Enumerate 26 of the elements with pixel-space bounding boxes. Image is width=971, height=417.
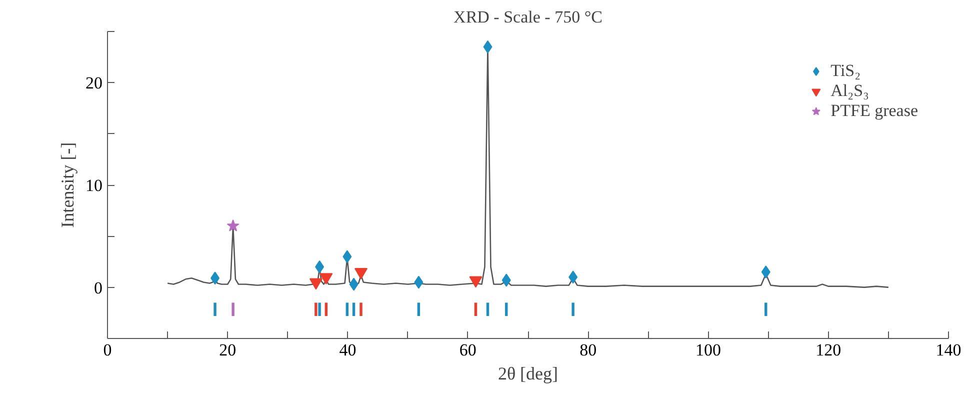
- legend-label: PTFE grease: [830, 101, 918, 121]
- point: [226, 219, 240, 232]
- point: [502, 274, 511, 287]
- y-tick-label: 0: [94, 278, 102, 298]
- legend-label: Al₂S₃: [830, 81, 869, 101]
- y-tick-label: 10: [86, 176, 102, 195]
- x-tick-label: 120: [816, 340, 842, 360]
- x-tick-label: 140: [936, 340, 962, 360]
- x-tick-label: 20: [219, 340, 236, 360]
- point: [342, 250, 352, 264]
- x-tick-label: 60: [459, 340, 476, 360]
- legend-label: TiS₂: [830, 61, 861, 81]
- point: [483, 40, 492, 54]
- y-axis-title: Intensity [-]: [58, 142, 78, 228]
- y-tick-label: 20: [86, 74, 102, 93]
- x-tick-label: 80: [580, 340, 597, 360]
- point: [349, 278, 358, 291]
- chart-title: XRD - Scale - 750 °C: [454, 8, 602, 26]
- point: [761, 265, 770, 278]
- x-tick-label: 100: [695, 340, 721, 360]
- x-tick-label: 40: [339, 340, 356, 360]
- x-axis-title: 2θ [deg]: [498, 364, 558, 384]
- point: [414, 276, 424, 289]
- point: [568, 270, 578, 284]
- point: [315, 260, 324, 274]
- point: [210, 272, 220, 285]
